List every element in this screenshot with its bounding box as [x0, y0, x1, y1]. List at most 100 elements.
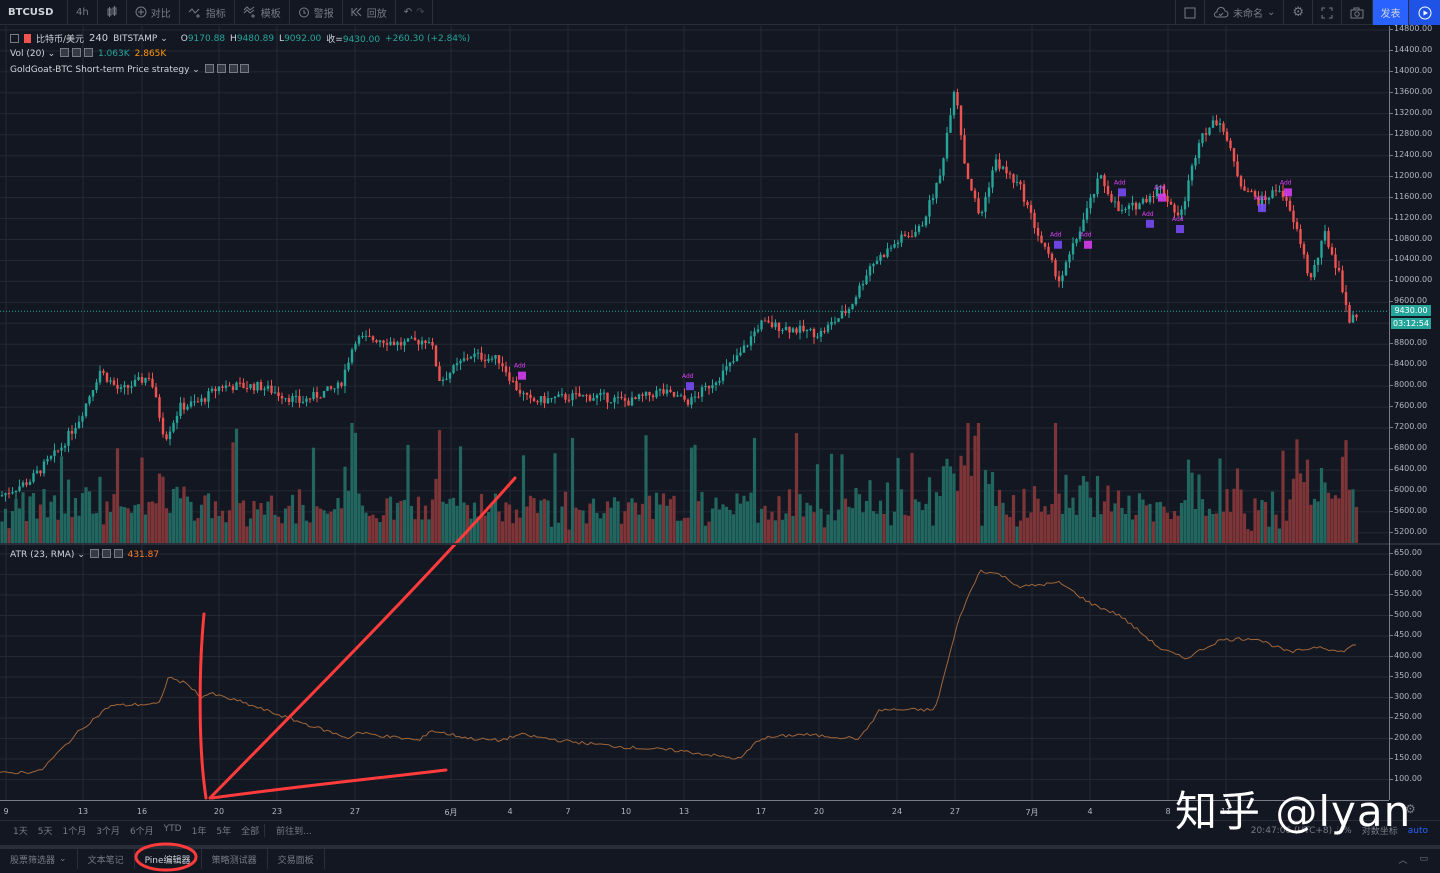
chart-type-button[interactable]	[98, 0, 127, 25]
time-tick: 24	[891, 807, 903, 816]
goto-date-button[interactable]: 前往到...	[276, 827, 312, 837]
svg-text:Add: Add	[1050, 232, 1062, 239]
strategy-dropdown[interactable]: GoldGoat-BTC Short-term Price strategy ⌄	[10, 65, 200, 75]
time-tick: 13	[678, 807, 690, 816]
time-axis[interactable]: 9 13 16 20 23 27 6月 4 7 10 13 17 20 24 27 7月 4 8 11	[0, 800, 1389, 820]
price-scale[interactable]: 14800.00 14400.00 14000.00 13600.00 13200.00…	[1389, 24, 1440, 800]
source-code-icon[interactable]	[228, 64, 238, 73]
atr-tick: 650.00	[1390, 548, 1422, 557]
play-circle-icon	[1418, 6, 1431, 19]
price-tick: 8800.00	[1389, 338, 1428, 348]
tab-trading-panel[interactable]: 交易面板	[268, 849, 325, 869]
time-tick: 20	[813, 807, 825, 816]
settings-icon[interactable]	[72, 48, 82, 57]
publish-button[interactable]: 发表	[1372, 0, 1408, 25]
undo-button[interactable]: ↶ ↷	[396, 0, 434, 25]
alert-label: 警报	[313, 8, 334, 20]
replay-label: 回放	[366, 8, 387, 20]
fullscreen-select-button[interactable]	[1174, 0, 1204, 25]
time-tick: 6月	[444, 808, 458, 817]
close-label: 收=	[326, 35, 343, 45]
exchange-dropdown[interactable]: BITSTAMP ⌄	[113, 33, 168, 44]
watermark: 知乎 @lyan	[1175, 787, 1412, 836]
close-icon[interactable]	[83, 48, 93, 57]
symbol-search-button[interactable]: BTCUSD	[0, 0, 68, 25]
range-button[interactable]: 3个月	[96, 827, 120, 837]
indicators-button[interactable]: 指标	[180, 0, 235, 25]
close-icon[interactable]	[240, 64, 250, 73]
price-tick: 12000.00	[1389, 170, 1433, 180]
strategy-name: GoldGoat-BTC Short-term Price strategy	[10, 65, 190, 75]
templates-button[interactable]: 模板	[235, 0, 290, 25]
low-label: L	[279, 33, 285, 44]
chart-canvas[interactable]: Add Add Add Add Add Add Add Add Add Add	[0, 26, 1389, 800]
top-toolbar: BTCUSD 4h 对比 指标 模板 警报 回放 ↶ ↷ 未命名 ⌄ ⚙	[0, 0, 1440, 25]
price-tick: 11200.00	[1389, 212, 1433, 222]
close-icon[interactable]	[113, 549, 123, 558]
scale-settings-button[interactable]: ⚙	[1405, 802, 1416, 816]
alert-button[interactable]: 警报	[290, 0, 343, 25]
annotation-circle	[134, 842, 198, 872]
fullscreen-button[interactable]	[1312, 0, 1341, 25]
svg-text:Add: Add	[514, 363, 526, 370]
compare-button[interactable]: 对比	[127, 0, 180, 25]
settings-icon[interactable]	[101, 549, 111, 558]
range-button[interactable]: 5年	[216, 827, 232, 837]
time-tick: 4	[507, 807, 513, 816]
change-value: +260.30 (+2.84%)	[385, 33, 471, 44]
tab-label: 文本笔记	[87, 855, 124, 866]
atr-tick: 100.00	[1390, 773, 1422, 783]
auto-scale-toggle[interactable]: auto	[1407, 825, 1428, 836]
redo-icon[interactable]: ↷	[416, 6, 425, 18]
expand-icon	[1321, 7, 1333, 18]
date-range-bar: 1天 5天 1个月 3个月 6个月 YTD 1年 5年 全部 前往到... 20:47:06 (…	[0, 820, 1440, 840]
tab-text-notes[interactable]: 文本笔记	[78, 849, 135, 869]
price-tick: 13600.00	[1389, 86, 1433, 96]
price-tick: 13200.00	[1389, 107, 1433, 117]
tab-stock-screener[interactable]: 股票筛选器 ⌄	[0, 849, 78, 869]
volume-ma-value: 2.865K	[134, 49, 167, 59]
range-button[interactable]: 5天	[37, 827, 53, 837]
volume-legend-buttons	[60, 48, 93, 60]
range-button[interactable]: 全部	[241, 827, 260, 837]
cloud-save-button[interactable]: 未命名 ⌄	[1203, 0, 1283, 25]
svg-text:Add: Add	[1280, 179, 1292, 186]
range-button[interactable]: 1个月	[62, 827, 87, 837]
range-button[interactable]: 1年	[191, 827, 207, 837]
pane-separator[interactable]	[0, 543, 1440, 545]
expand-panel-icon[interactable]: ︿	[1398, 855, 1408, 866]
cloud-check-icon	[1213, 6, 1229, 17]
high-label: H	[230, 33, 237, 44]
tab-strategy-tester[interactable]: 策略测试器	[202, 849, 268, 869]
collapse-legend-icon[interactable]	[10, 34, 19, 43]
volume-dropdown[interactable]: Vol (20) ⌄	[10, 49, 56, 59]
hide-icon[interactable]	[204, 64, 214, 73]
tab-pine-editor[interactable]: Pine编辑器	[134, 842, 202, 872]
log-scale-toggle[interactable]: 对数坐标	[1361, 827, 1398, 837]
settings-button[interactable]: ⚙	[1283, 0, 1312, 25]
time-tick: 9	[3, 807, 9, 816]
price-tick: 14800.00	[1389, 24, 1433, 33]
layout-name: 未命名	[1232, 9, 1263, 20]
range-button[interactable]: YTD	[163, 824, 182, 834]
price-tick: 10000.00	[1389, 275, 1433, 285]
percent-toggle[interactable]: %	[1337, 825, 1357, 836]
range-button[interactable]: 1天	[13, 827, 28, 837]
hide-icon[interactable]	[60, 48, 70, 57]
atr-dropdown[interactable]: ATR (23, RMA) ⌄	[10, 550, 85, 560]
tab-label: Pine编辑器	[144, 855, 191, 866]
settings-icon[interactable]	[216, 64, 226, 73]
range-button[interactable]: 6个月	[129, 827, 154, 837]
price-tick: 11600.00	[1389, 191, 1433, 201]
atr-tick: 250.00	[1390, 712, 1422, 721]
time-tick: 10	[620, 807, 632, 816]
interval-button[interactable]: 4h	[68, 0, 98, 25]
chart-svg[interactable]: Add Add Add Add Add Add Add Add Add Add	[0, 26, 1389, 800]
play-button[interactable]	[1408, 0, 1440, 25]
hide-icon[interactable]	[89, 549, 99, 558]
price-tick: 6400.00	[1389, 463, 1428, 473]
maximize-panel-icon[interactable]: ▭	[1419, 854, 1428, 864]
plus-circle-icon	[135, 6, 147, 18]
snapshot-button[interactable]	[1341, 0, 1372, 25]
replay-button[interactable]: 回放	[343, 0, 396, 25]
